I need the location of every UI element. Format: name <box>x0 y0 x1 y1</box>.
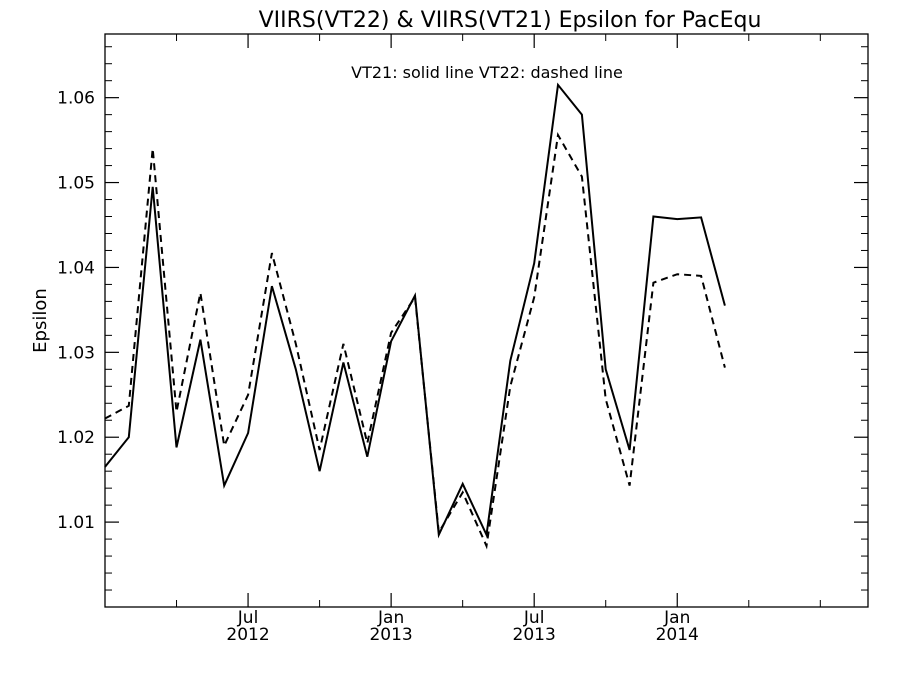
y-tick-label: 1.02 <box>57 428 95 448</box>
series-lines <box>104 82 726 550</box>
x-tick-year-label: 2014 <box>656 625 699 645</box>
x-tick-month-label: Jul <box>237 608 259 628</box>
y-tick-label: 1.05 <box>57 174 95 194</box>
series-line-vt21 <box>104 82 726 539</box>
x-tick-month-label: Jul <box>523 608 545 628</box>
x-tick-year-label: 2012 <box>226 625 269 645</box>
x-tick-year-label: 2013 <box>513 625 556 645</box>
y-tick-label: 1.06 <box>57 89 95 109</box>
series-line-vt22 <box>104 131 726 550</box>
y-tick-label: 1.03 <box>57 343 95 363</box>
plot-frame <box>104 33 869 608</box>
y-axis-label: Epsilon <box>30 288 51 353</box>
x-tick-month-label: Jan <box>663 608 690 628</box>
y-tick-label: 1.01 <box>57 513 95 533</box>
legend-annotation: VT21: solid line VT22: dashed line <box>351 63 623 82</box>
x-tick-month-label: Jan <box>377 608 404 628</box>
chart-title: VIIRS(VT22) & VIIRS(VT21) Epsilon for Pa… <box>259 8 762 33</box>
y-tick-label: 1.04 <box>57 258 95 278</box>
axis-ticks: 1.011.021.031.041.051.06Jul2012Jan2013Ju… <box>57 34 868 645</box>
x-tick-year-label: 2013 <box>369 625 412 645</box>
